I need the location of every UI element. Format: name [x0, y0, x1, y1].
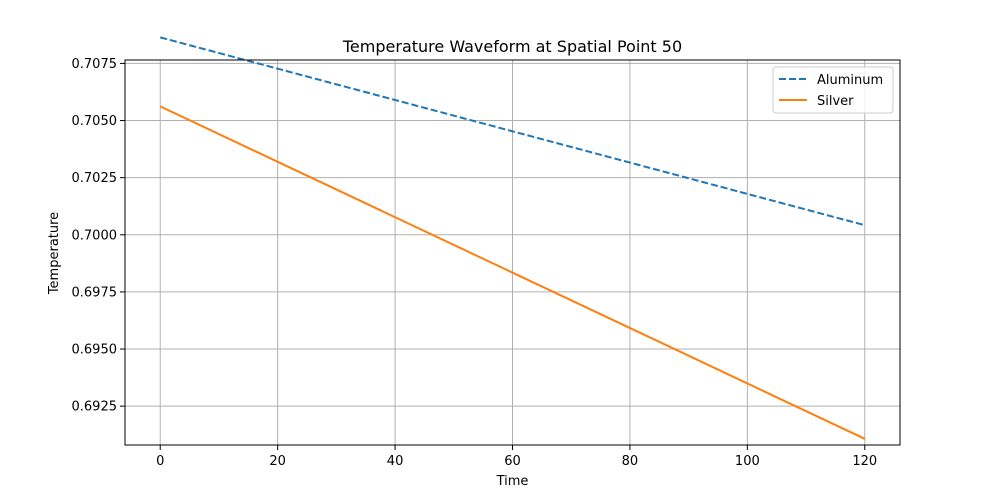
- legend-label-silver: Silver: [817, 94, 854, 109]
- y-tick-label: 0.6950: [72, 343, 118, 358]
- series-line-aluminum: [159, 36, 866, 227]
- x-tick-label: 0: [156, 454, 164, 469]
- x-axis-ticks: 0 20 40 60 80 100 120: [156, 445, 877, 469]
- grid: [125, 60, 900, 445]
- y-tick-label: 0.7075: [72, 57, 118, 72]
- x-tick-label: 20: [269, 454, 286, 469]
- y-tick-label: 0.7025: [72, 171, 118, 186]
- x-tick-label: 80: [622, 454, 639, 469]
- y-tick-label: 0.7000: [72, 228, 118, 243]
- x-tick-label: 60: [504, 454, 521, 469]
- y-tick-label: 0.6925: [72, 400, 118, 415]
- chart-title: Temperature Waveform at Spatial Point 50: [342, 37, 682, 56]
- x-tick-label: 120: [852, 454, 877, 469]
- x-tick-label: 100: [735, 454, 760, 469]
- legend: Aluminum Silver: [772, 66, 894, 114]
- y-axis-ticks: 0.6925 0.6950 0.6975 0.7000 0.7025 0.7050 0.70…: [72, 57, 125, 415]
- series-layer: [159, 36, 866, 440]
- legend-label-aluminum: Aluminum: [817, 73, 883, 88]
- x-tick-label: 40: [387, 454, 404, 469]
- x-axis-label: Time: [496, 474, 529, 489]
- y-tick-label: 0.6975: [72, 285, 118, 300]
- series-line-silver: [159, 105, 866, 440]
- y-tick-label: 0.7050: [72, 114, 118, 129]
- y-axis-label: Temperature: [47, 212, 62, 295]
